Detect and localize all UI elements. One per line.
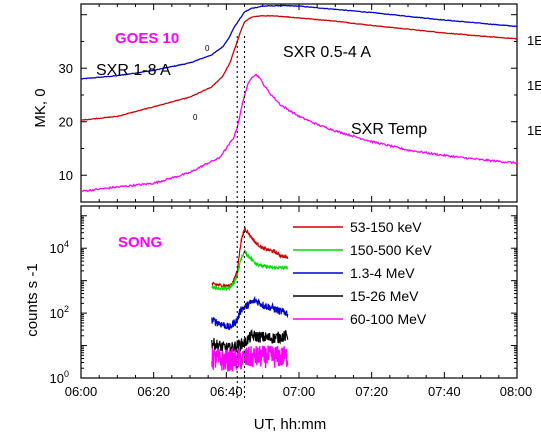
series-line-60-100-mev xyxy=(211,345,289,372)
annotation-degree-2: 0 xyxy=(193,113,198,122)
legend: 53-150 keV 150-500 KeV 1.3-4 MeV 15-26 MeV 6… xyxy=(293,219,432,327)
bottom-ytick-label: 102 xyxy=(50,304,69,321)
series-line-15-26-mev xyxy=(211,328,289,356)
reference-lines xyxy=(236,36,246,400)
annotation-sxr-1-8: SXR 1-8 A xyxy=(96,62,171,79)
annotation-sxr-temp: SXR Temp xyxy=(351,121,427,138)
legend-label: 15-26 MeV xyxy=(350,288,419,304)
series-line-sxr-1-8-a xyxy=(80,14,518,121)
bottom-series-group xyxy=(211,226,289,372)
bottom-panel-frame xyxy=(80,205,518,379)
series-line-150-500-kev xyxy=(211,249,289,292)
x-axis-label: UT, hh:mm xyxy=(254,416,327,433)
bottom-panel-title: SONG xyxy=(118,234,162,251)
xtick-label: 08:00 xyxy=(500,384,533,399)
series-line-sxr-0-5-4-a xyxy=(80,4,518,80)
top-series-group xyxy=(80,4,518,193)
xtick-label: 06:40 xyxy=(210,384,243,399)
tick-labels: 10 20 30 100 102 104 06:00 06:20 06:40 07:00 07:20… xyxy=(50,61,533,399)
top-y-axis-label: MK, 0 xyxy=(32,88,49,127)
legend-label: 1.3-4 MeV xyxy=(350,265,415,281)
legend-label: 150-500 KeV xyxy=(350,242,432,258)
bottom-y-axis-label: counts s -1 xyxy=(24,263,41,336)
bottom-ytick-label: 104 xyxy=(50,239,69,256)
right-tick-label-1: 1E xyxy=(527,33,541,48)
top-ytick-label: 20 xyxy=(59,115,73,130)
axis-ticks xyxy=(80,4,518,379)
xtick-label: 07:40 xyxy=(428,384,461,399)
top-ytick-label: 30 xyxy=(59,61,73,76)
legend-label: 53-150 keV xyxy=(350,219,422,235)
annotation-sxr-0-5-4: SXR 0.5-4 A xyxy=(283,44,371,61)
bottom-ytick-label: 100 xyxy=(50,369,69,386)
top-ytick-label: 10 xyxy=(59,168,73,183)
top-panel-title: GOES 10 xyxy=(115,30,179,47)
annotation-degree-1: 0 xyxy=(205,44,210,53)
xtick-label: 07:00 xyxy=(283,384,316,399)
series-line-1-3-4-mev xyxy=(211,295,289,331)
xtick-label: 06:00 xyxy=(65,384,98,399)
legend-label: 60-100 MeV xyxy=(350,311,427,327)
xtick-label: 06:20 xyxy=(137,384,170,399)
right-tick-label-3: 1E xyxy=(527,123,541,138)
right-tick-label-2: 1E xyxy=(527,78,541,93)
series-line-sxr-temp xyxy=(80,73,518,193)
xtick-label: 07:20 xyxy=(355,384,388,399)
series-line-53-150-kev xyxy=(211,226,289,289)
